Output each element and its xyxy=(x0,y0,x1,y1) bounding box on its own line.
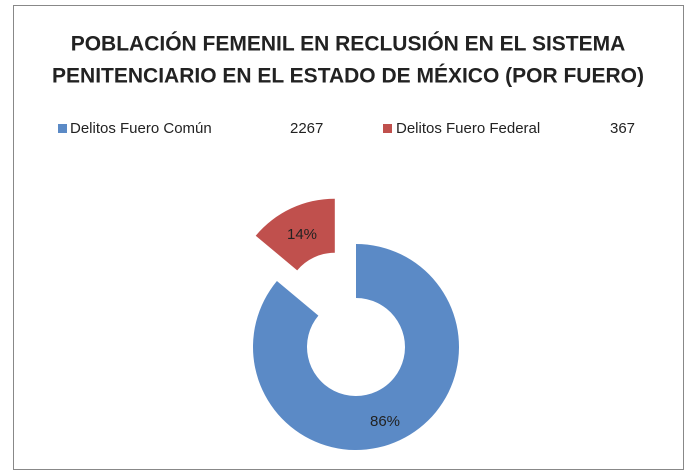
chart-title: POBLACIÓN FEMENIL EN RECLUSIÓN EN EL SIS… xyxy=(71,32,626,56)
legend-value: 2267 xyxy=(290,120,323,137)
legend-label: Delitos Fuero Común xyxy=(70,120,212,137)
chart-title: PENITENCIARIO EN EL ESTADO DE MÉXICO (PO… xyxy=(52,65,644,88)
legend-swatch xyxy=(383,124,392,133)
legend-swatch xyxy=(58,124,67,133)
data-label: 86% xyxy=(370,413,400,430)
chart-border xyxy=(13,5,684,470)
donut-slice xyxy=(252,244,459,450)
legend-value: 367 xyxy=(610,120,635,137)
data-label: 14% xyxy=(287,226,317,243)
donut-slice xyxy=(255,198,335,271)
legend-label: Delitos Fuero Federal xyxy=(396,120,540,137)
